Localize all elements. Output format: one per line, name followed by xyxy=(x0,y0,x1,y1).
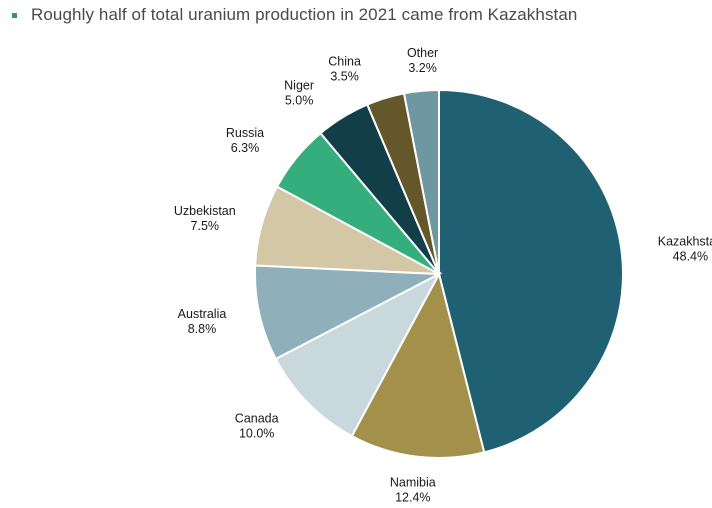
data-label-russia: Russia 6.3% xyxy=(226,126,264,155)
data-label-kazakhstan: Kazakhstan48.4% xyxy=(658,235,712,264)
pie-slice-canada xyxy=(274,271,442,438)
data-label-other: Other 3.2% xyxy=(407,46,438,75)
data-label-canada: Canada 10.0% xyxy=(235,411,279,440)
data-label-australia: Australia 8.8% xyxy=(178,307,227,336)
pie-slice-australia xyxy=(254,264,443,361)
data-label-china: China 3.5% xyxy=(328,54,361,83)
data-label-uzbekistan: Uzbekistan 7.5% xyxy=(174,204,236,233)
pie-slice-other xyxy=(402,88,440,275)
pie-slice-namibia xyxy=(350,271,486,459)
bullet-icon xyxy=(12,12,17,18)
chart-title: Roughly half of total uranium production… xyxy=(31,5,578,24)
data-label-niger: Niger 5.0% xyxy=(284,79,314,108)
pie-slice-kazakhstan xyxy=(438,88,625,454)
data-label-namibia: Namibia 12.4% xyxy=(390,475,436,504)
chart-header: Roughly half of total uranium production… xyxy=(10,4,577,26)
